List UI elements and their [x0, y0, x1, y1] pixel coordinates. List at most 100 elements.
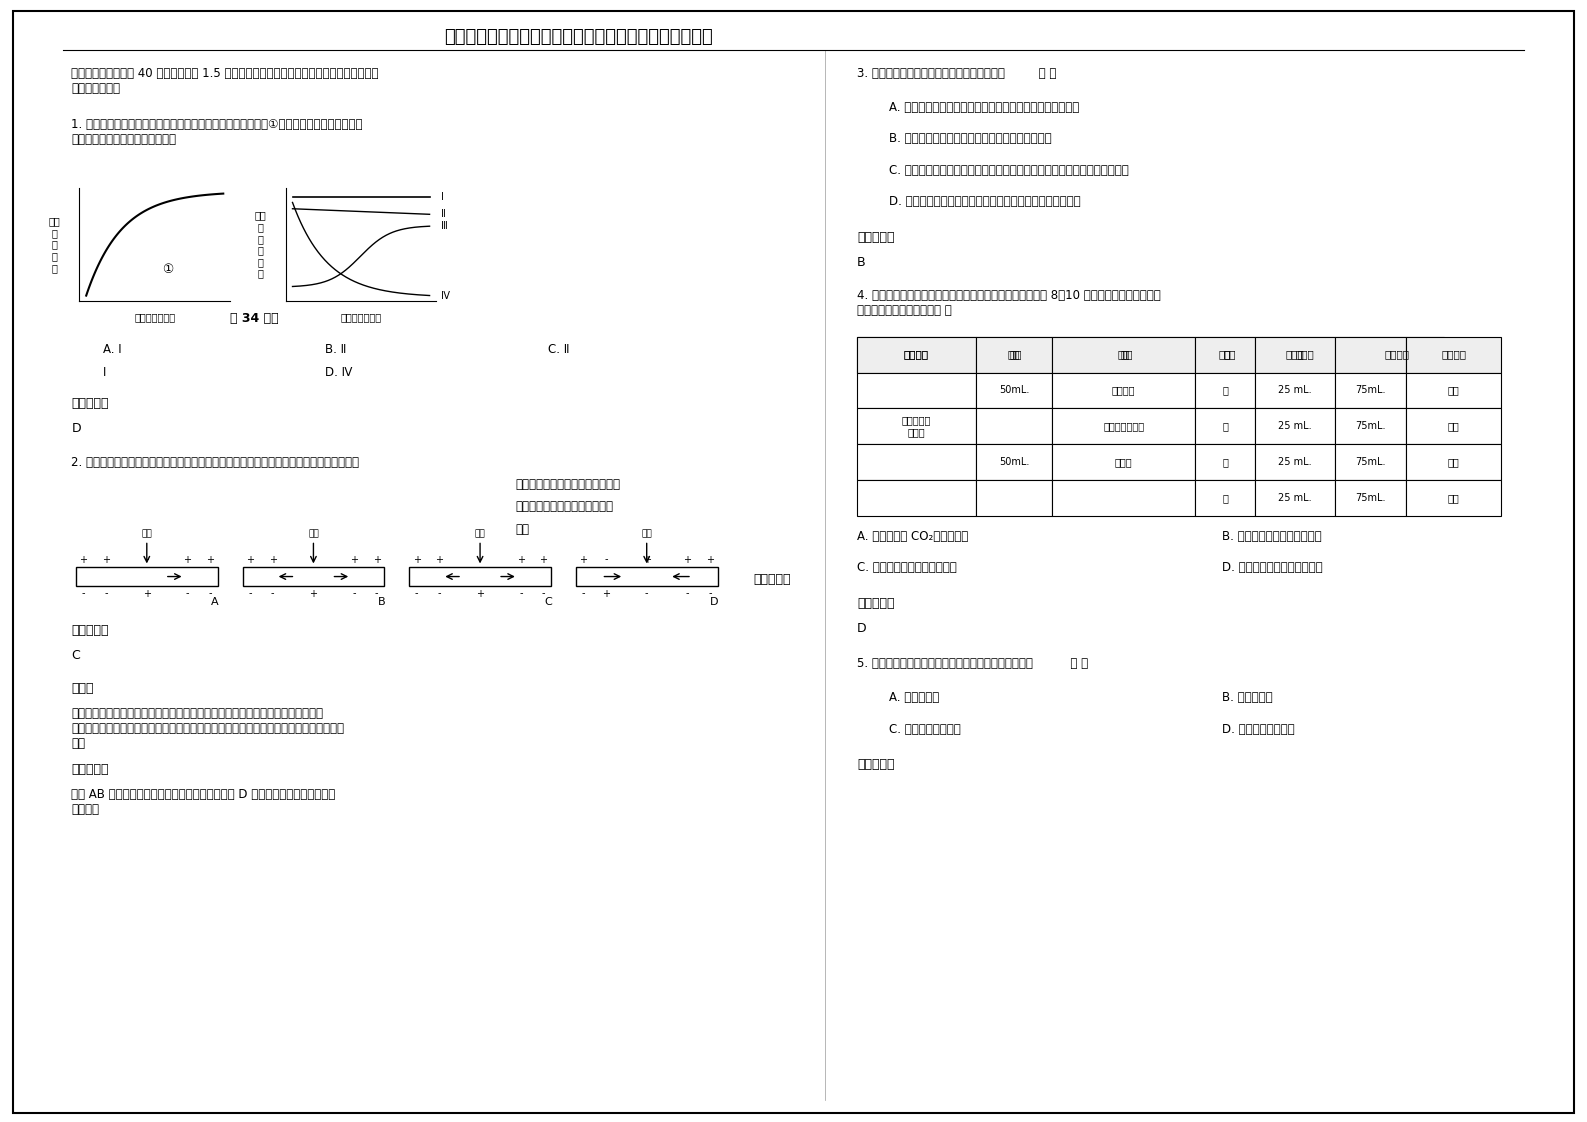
Text: -: -	[186, 589, 189, 598]
Bar	[976, 408, 1052, 444]
Bar	[1255, 373, 1335, 408]
Bar	[1255, 408, 1335, 444]
Text: +: +	[351, 554, 359, 564]
Text: 参考答案：: 参考答案：	[857, 231, 895, 245]
Text: 甲: 甲	[1222, 386, 1228, 395]
Text: 第 34 题图: 第 34 题图	[230, 312, 278, 325]
Text: 参考答案：: 参考答案：	[754, 573, 792, 587]
Text: -: -	[708, 589, 713, 598]
Bar	[976, 373, 1052, 408]
Bar	[976, 337, 1055, 373]
Text: D: D	[71, 422, 81, 435]
Text: +: +	[268, 554, 276, 564]
Text: +: +	[373, 554, 381, 564]
Text: +: +	[517, 554, 525, 564]
Text: +: +	[476, 589, 484, 598]
Text: -: -	[605, 554, 608, 564]
Text: D: D	[711, 597, 719, 607]
Text: +: +	[309, 589, 317, 598]
Text: 4. 按下表设计进行实验。分组后，在相同的适宜条件下培养 8～10 小时，并对实验结果进行
分析。下列叙述正确的是（ ）: 4. 按下表设计进行实验。分组后，在相同的适宜条件下培养 8～10 小时，并对实…	[857, 289, 1160, 318]
Text: -: -	[248, 589, 252, 598]
Text: 参考答案：: 参考答案：	[857, 758, 895, 772]
Text: A. Ⅰ: A. Ⅰ	[103, 343, 122, 357]
Text: -: -	[105, 589, 108, 598]
Text: 一、选择题（本题共 40 小题，每小题 1.5 分。在每小题给出的四个选项中，只有一项是符合
题目要求的。）: 一、选择题（本题共 40 小题，每小题 1.5 分。在每小题给出的四个选项中，只…	[71, 67, 379, 95]
Text: +: +	[579, 554, 587, 564]
Y-axis label: 消耗
的
猎
物
比
例: 消耗 的 猎 物 比 例	[256, 211, 267, 278]
Text: B: B	[857, 256, 865, 269]
Text: 丙: 丙	[1222, 458, 1228, 467]
Text: 本题考查的知识点是神经冲动的传导方式，在神经纤维上是双向的，以电信号的形
式。在神经元之间是单向的。静息电位电荷分布是内负外正，动作电位电荷分布是内正外
负。: 本题考查的知识点是神经冲动的传导方式，在神经纤维上是双向的，以电信号的形 式。在…	[71, 707, 344, 749]
Text: C. Ⅱ: C. Ⅱ	[548, 343, 570, 357]
Text: A. 间期和中期: A. 间期和中期	[889, 691, 940, 705]
Text: -: -	[375, 589, 379, 598]
Text: 取样: 取样	[1009, 350, 1022, 359]
Text: 实验材料: 实验材料	[905, 350, 928, 359]
Text: 刺激: 刺激	[475, 530, 486, 539]
Bar	[1406, 480, 1501, 516]
X-axis label: 猎物种群的密度: 猎物种群的密度	[135, 312, 175, 322]
Text: +: +	[601, 589, 609, 598]
Text: 处理: 处理	[1117, 350, 1130, 359]
Text: 2. 在一条离体神经纤维的中段施加电刺激，使其兴奋。下图表示刺激时膜内外电位变化和所: 2. 在一条离体神经纤维的中段施加电刺激，使其兴奋。下图表示刺激时膜内外电位变化…	[71, 456, 359, 469]
Text: -: -	[438, 589, 441, 598]
Text: +: +	[184, 554, 192, 564]
Text: 解析：: 解析：	[71, 682, 94, 696]
Bar	[1335, 337, 1406, 373]
Text: 取样: 取样	[1008, 350, 1020, 359]
Text: 25 mL.: 25 mL.	[1278, 458, 1312, 467]
Bar	[1195, 480, 1255, 516]
Bar	[1406, 337, 1501, 373]
Text: D. Ⅳ: D. Ⅳ	[325, 366, 352, 379]
Text: C: C	[71, 649, 81, 662]
Text: 未处理: 未处理	[1114, 458, 1133, 467]
Bar	[857, 480, 976, 516]
Bar	[976, 337, 1052, 373]
Text: -: -	[311, 554, 316, 564]
Text: 江苏省宿迁市万匹向阳双语学校高三生物联考试题含解析: 江苏省宿迁市万匹向阳双语学校高三生物联考试题含解析	[444, 28, 713, 46]
Bar	[1255, 480, 1335, 516]
Text: 刺激: 刺激	[308, 530, 319, 539]
Bar	[1195, 337, 1255, 373]
Bar	[1349, 337, 1444, 373]
Text: Ⅰ: Ⅰ	[103, 366, 106, 379]
Text: -: -	[686, 589, 689, 598]
Bar	[857, 408, 976, 444]
Bar	[1195, 444, 1255, 480]
Text: 实验材料: 实验材料	[905, 350, 928, 359]
Text: 是：: 是：	[516, 523, 530, 536]
Text: +: +	[684, 554, 692, 564]
Text: 分组: 分组	[1224, 350, 1236, 359]
Bar	[409, 567, 551, 586]
Text: 通氧: 通氧	[1447, 422, 1460, 431]
Bar	[1406, 444, 1501, 480]
Text: A. 甲组不产生 CO₂而乙组产生: A. 甲组不产生 CO₂而乙组产生	[857, 530, 968, 543]
Text: 分组: 分组	[1219, 350, 1232, 359]
Text: -: -	[478, 554, 482, 564]
Text: Ⅱ: Ⅱ	[441, 210, 446, 219]
Text: B: B	[378, 597, 386, 607]
Text: 头表示传导方向），其中正确的: 头表示传导方向），其中正确的	[516, 500, 614, 514]
Text: -: -	[541, 589, 546, 598]
Bar	[243, 567, 384, 586]
Text: -: -	[208, 589, 213, 598]
Text: +: +	[540, 554, 548, 564]
Text: C: C	[544, 597, 552, 607]
Text: +: +	[435, 554, 443, 564]
Text: 3. 下列有关细胞结构和功能的叙述，错误的是         （ ）: 3. 下列有关细胞结构和功能的叙述，错误的是 （ ）	[857, 67, 1057, 81]
Text: Ⅳ: Ⅳ	[441, 291, 451, 301]
Text: 无氧: 无氧	[1447, 458, 1460, 467]
Text: +: +	[79, 554, 87, 564]
Text: +: +	[143, 589, 151, 598]
Bar	[857, 337, 976, 373]
Text: 参考答案：: 参考答案：	[71, 624, 110, 637]
Text: 供氧情况: 供氧情况	[1384, 350, 1409, 359]
Text: 25 mL.: 25 mL.	[1278, 494, 1312, 503]
Bar	[1335, 373, 1406, 408]
Text: D. 中期、后期和末期: D. 中期、后期和末期	[1222, 723, 1295, 736]
Text: 供氧情况: 供氧情况	[1441, 350, 1466, 359]
Y-axis label: 消耗
的
猎
物
数: 消耗 的 猎 物 数	[49, 217, 60, 273]
Text: 培养液: 培养液	[1285, 350, 1305, 359]
Text: -: -	[581, 589, 586, 598]
Text: 75mL.: 75mL.	[1355, 422, 1385, 431]
